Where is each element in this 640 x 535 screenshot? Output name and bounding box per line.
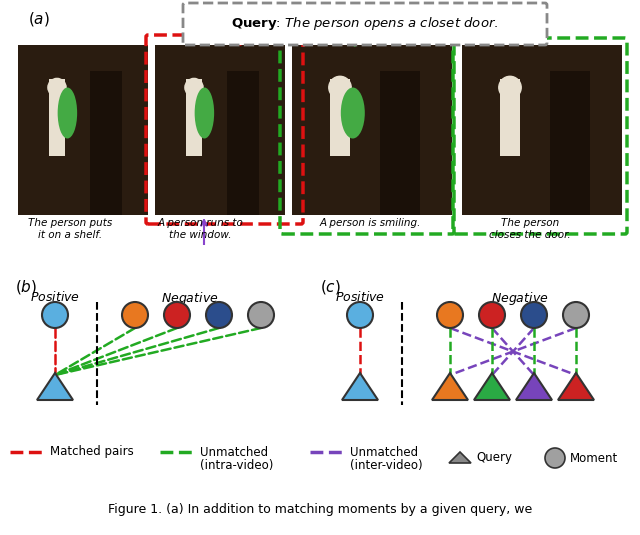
- Polygon shape: [449, 452, 471, 463]
- Text: Moment: Moment: [570, 452, 618, 464]
- Circle shape: [164, 302, 190, 328]
- Polygon shape: [37, 373, 73, 400]
- Text: Query: Query: [476, 452, 512, 464]
- Text: $\mathit{Negative}$: $\mathit{Negative}$: [161, 290, 219, 307]
- Bar: [227, 71, 259, 215]
- Bar: [550, 71, 590, 215]
- Bar: [186, 79, 202, 156]
- Bar: [90, 71, 122, 215]
- Circle shape: [545, 448, 565, 468]
- Bar: [330, 79, 349, 156]
- Bar: [18, 45, 148, 215]
- Bar: [462, 45, 622, 215]
- Circle shape: [563, 302, 589, 328]
- Text: The person puts
it on a shelf.: The person puts it on a shelf.: [28, 218, 112, 240]
- Text: $\mathit{(a)}$: $\mathit{(a)}$: [28, 10, 50, 28]
- Text: The person
closes the door.: The person closes the door.: [489, 218, 571, 240]
- Polygon shape: [432, 373, 468, 400]
- Circle shape: [185, 79, 203, 97]
- Circle shape: [437, 302, 463, 328]
- Text: Unmatched: Unmatched: [350, 446, 418, 458]
- Text: $\mathit{Positive}$: $\mathit{Positive}$: [335, 290, 385, 304]
- Bar: [155, 45, 285, 215]
- Bar: [500, 79, 520, 156]
- Ellipse shape: [341, 88, 365, 139]
- Circle shape: [48, 79, 66, 97]
- Circle shape: [347, 302, 373, 328]
- Circle shape: [329, 77, 351, 98]
- Circle shape: [499, 77, 521, 98]
- Ellipse shape: [58, 88, 77, 139]
- Text: Matched pairs: Matched pairs: [50, 446, 134, 458]
- Text: A person is smiling.: A person is smiling.: [319, 218, 420, 228]
- Text: (intra-video): (intra-video): [200, 460, 273, 472]
- Text: $\mathit{(b)}$: $\mathit{(b)}$: [15, 278, 37, 296]
- Circle shape: [521, 302, 547, 328]
- Circle shape: [42, 302, 68, 328]
- Text: (inter-video): (inter-video): [350, 460, 422, 472]
- Text: $\mathit{Negative}$: $\mathit{Negative}$: [492, 290, 548, 307]
- Circle shape: [206, 302, 232, 328]
- Polygon shape: [474, 373, 510, 400]
- Text: A person runs to
the window.: A person runs to the window.: [157, 218, 243, 240]
- Text: $\mathit{Positive}$: $\mathit{Positive}$: [30, 290, 80, 304]
- Text: Unmatched: Unmatched: [200, 446, 268, 458]
- Circle shape: [248, 302, 274, 328]
- Bar: [380, 71, 420, 215]
- Polygon shape: [342, 373, 378, 400]
- Text: Figure 1. (a) In addition to matching moments by a given query, we: Figure 1. (a) In addition to matching mo…: [108, 503, 532, 516]
- Polygon shape: [516, 373, 552, 400]
- Bar: [49, 79, 65, 156]
- Circle shape: [479, 302, 505, 328]
- Circle shape: [122, 302, 148, 328]
- Text: $\mathit{(c)}$: $\mathit{(c)}$: [320, 278, 341, 296]
- Polygon shape: [558, 373, 594, 400]
- Text: $\mathbf{Query}$: $\it{The\ person\ opens\ a\ closet\ door.}$: $\mathbf{Query}$: $\it{The\ person\ open…: [231, 16, 499, 33]
- FancyBboxPatch shape: [183, 3, 547, 45]
- Ellipse shape: [195, 88, 214, 139]
- Bar: [292, 45, 452, 215]
